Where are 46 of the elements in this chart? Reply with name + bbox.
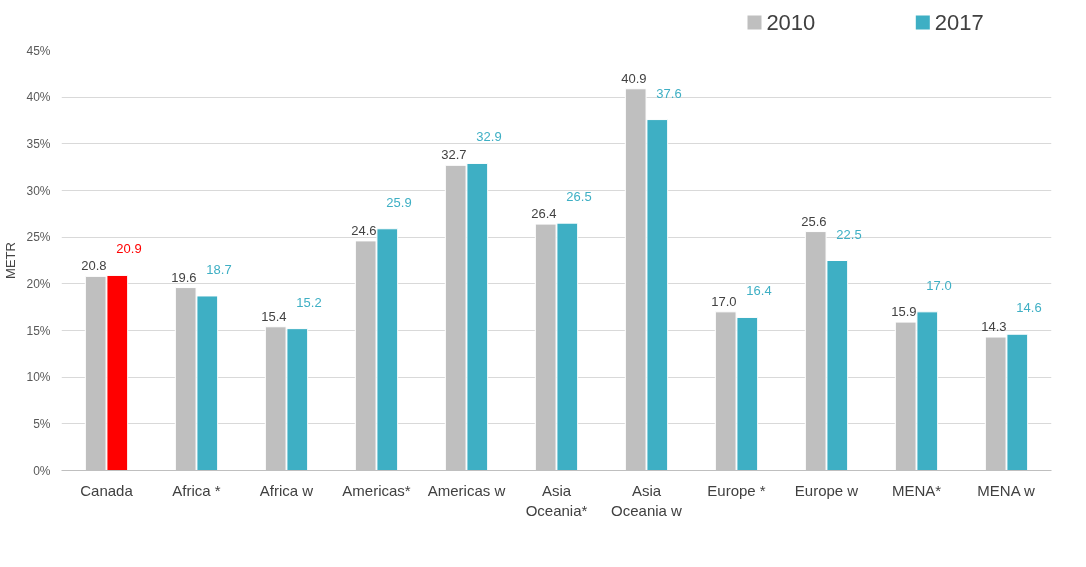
y-tick-label: 5% <box>33 416 51 431</box>
x-tick-label: Asia Oceania* <box>525 481 588 519</box>
data-label: 14.3 <box>981 319 1007 335</box>
data-label: 15.2 <box>296 294 322 310</box>
data-label: 20.8 <box>81 258 107 274</box>
data-label: 15.4 <box>261 308 287 324</box>
legend-label: 2010 <box>766 10 816 35</box>
x-tick-label: Canada <box>80 481 134 499</box>
x-tick-label: Americas* <box>342 481 411 499</box>
y-axis-title: METR <box>3 242 19 279</box>
y-tick-label: 20% <box>26 276 51 291</box>
x-tick-label: Americas w <box>427 481 506 499</box>
data-label: 32.7 <box>441 147 467 163</box>
x-tick-label: Africa * <box>172 481 221 499</box>
data-label: 17.0 <box>711 293 737 309</box>
data-label: 25.9 <box>386 194 412 210</box>
data-label: 32.9 <box>476 129 502 145</box>
data-label: 20.9 <box>116 241 142 257</box>
y-tick-label: 25% <box>26 230 51 245</box>
data-label: 14.6 <box>1016 300 1042 316</box>
x-tick-label: MENA* <box>891 481 942 499</box>
y-tick-label: 40% <box>26 90 51 105</box>
data-label: 16.4 <box>746 283 772 299</box>
data-label: 15.9 <box>891 304 917 320</box>
y-tick-label: 0% <box>33 463 51 478</box>
y-tick-label: 45% <box>26 43 51 58</box>
y-tick-label: 35% <box>26 136 51 151</box>
x-tick-label: Asia Oceania w <box>611 481 683 519</box>
x-tick-label: Europe w <box>794 481 859 499</box>
data-label: 26.4 <box>531 206 557 222</box>
data-label: 19.6 <box>171 269 197 285</box>
x-tick-label: Europe * <box>707 481 766 499</box>
data-label: 17.0 <box>926 277 952 293</box>
x-tick-label: MENA w <box>977 481 1036 499</box>
y-tick-label: 10% <box>26 370 51 385</box>
data-label: 24.6 <box>351 222 377 238</box>
data-label: 26.5 <box>566 189 592 205</box>
y-tick-label: 30% <box>26 183 51 198</box>
legend-label: 2017 <box>934 10 984 35</box>
x-tick-label: Africa w <box>259 481 314 499</box>
data-label: 40.9 <box>621 70 647 86</box>
y-tick-label: 15% <box>26 323 51 338</box>
data-label: 25.6 <box>801 213 827 229</box>
data-label: 37.6 <box>656 85 682 101</box>
data-label: 22.5 <box>836 226 862 242</box>
data-label: 18.7 <box>206 261 232 277</box>
